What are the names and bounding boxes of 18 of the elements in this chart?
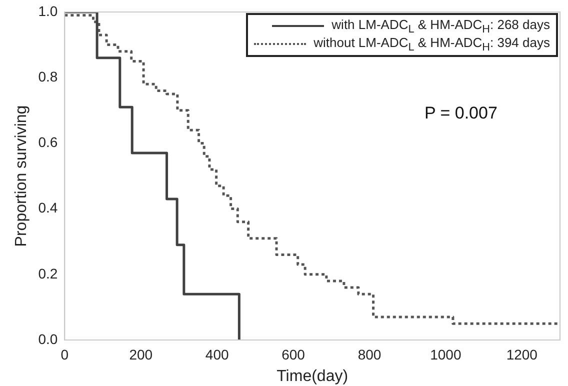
x-tick-label: 0 <box>60 346 69 362</box>
x-tick-label: 1000 <box>430 346 462 362</box>
annotation: P = 0.007 <box>424 103 498 122</box>
x-tick-label: 200 <box>129 346 153 362</box>
y-axis-title: Proportion surviving <box>13 105 30 247</box>
x-tick-label: 400 <box>205 346 229 362</box>
x-axis-title: Time(day) <box>276 368 348 385</box>
y-tick-label: 1.0 <box>38 2 58 19</box>
y-tick-label: 0.4 <box>38 200 58 216</box>
y-tick-label: 0.0 <box>38 330 58 347</box>
x-tick-label: 600 <box>282 346 306 362</box>
x-tick-label: 1200 <box>506 346 538 362</box>
legend-label: without LM-ADC$_{L}$ & HM-ADC$_{H}$: 394 days <box>314 34 550 54</box>
y-tick-label: 0.2 <box>38 265 58 282</box>
y-tick-label: 0.8 <box>38 68 58 84</box>
y-tick-label: 0.6 <box>38 134 58 150</box>
legend-label: with LM-ADC$_{L}$ & HM-ADC$_{H}$: 268 days <box>332 16 550 36</box>
x-tick-label: 800 <box>358 346 382 362</box>
